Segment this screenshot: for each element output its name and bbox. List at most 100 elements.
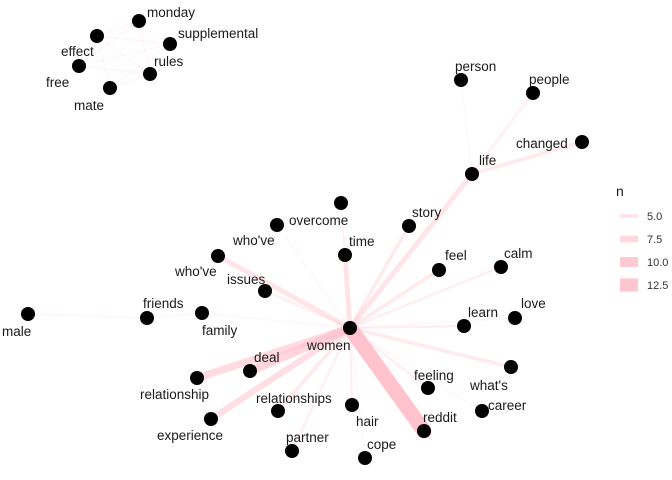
edge-women-relationships [276,326,352,413]
node-label-hair: hair [356,414,379,429]
node-label-people: people [529,72,570,87]
edge-effect-supplemental [96,35,171,45]
node-partner [285,444,299,458]
node-supplemental [163,37,177,51]
legend-label-3: 12.5 [647,280,668,292]
node-label-mate: mate [74,98,104,113]
edge-women-career [349,327,483,412]
legend-title: n [616,183,624,199]
legend-label-1: 7.5 [647,234,662,246]
node-label-time: time [349,234,375,249]
node-deal [243,364,257,378]
node-label-person: person [455,59,496,74]
edge-women-feel [348,268,441,330]
node-whove1 [270,218,284,232]
node-layer [21,14,589,465]
edge-women-overcome [340,202,351,329]
node-label-male: male [2,324,31,339]
edge-women-whats [348,326,513,369]
edge-mate-supplemental [109,43,171,89]
node-label-overcome: overcome [289,213,348,228]
edge-overcome-time [340,202,346,256]
node-label-issues: issues [227,272,266,287]
edge-mate-rules [109,73,151,89]
node-time [338,248,352,262]
legend: n 5.0 7.5 10.0 12.5 [616,183,668,292]
node-label-relationships: relationships [256,391,332,406]
edge-effect-monday [96,20,140,37]
node-label-whove2: who've [174,264,217,279]
edge-women-love [349,317,516,329]
node-issues [258,284,272,298]
edge-free-supplemental [78,43,171,67]
edge-women-life [347,171,475,331]
legend-label-0: 5.0 [647,211,662,223]
edge-women-story [348,224,411,330]
node-label-rules: rules [154,54,184,69]
node-monday [132,14,146,28]
node-rules [143,67,157,81]
node-changed [575,135,589,149]
node-feel [432,263,446,277]
edge-life-changed [470,140,584,176]
edge-monday-rules [138,20,151,75]
node-relationship [190,371,204,385]
node-label-free: free [46,75,69,90]
edge-women-issues [263,289,352,330]
node-label-career: career [488,398,527,413]
node-love [508,311,522,325]
node-label-changed: changed [516,136,568,151]
node-hair [345,398,359,412]
node-feeling [421,381,435,395]
node-learn [457,319,471,333]
node-free [72,59,86,73]
node-life [465,167,479,181]
edge-free-rules [78,65,151,75]
edge-women-family [201,312,351,329]
edge-women-relationship [193,324,354,382]
node-label-love: love [521,296,546,311]
node-family [195,306,209,320]
node-story [402,219,416,233]
edge-women-reddit [342,320,432,439]
node-label-deal: deal [254,350,280,365]
node-label-family: family [202,323,238,338]
node-relationships [271,404,285,418]
edge-women-hair [348,326,354,407]
node-label-supplemental: supplemental [178,26,258,41]
edge-women-experience [207,324,354,423]
node-women [343,321,357,335]
node-label-relationship: relationship [140,387,209,402]
node-label-feeling: feeling [414,368,454,383]
edge-life-people [470,91,535,176]
edge-life-person [460,79,473,175]
node-cope [358,451,372,465]
node-label-whove1: who've [232,233,275,248]
node-whats [504,360,518,374]
node-label-feel: feel [445,248,467,263]
node-person [454,73,468,87]
node-label-women: women [306,338,351,353]
node-friends [140,311,154,325]
node-label-whats: what's [469,378,508,393]
node-label-reddit: reddit [423,410,457,425]
label-layer: monday supplemental effect rules free mate per… [2,5,570,452]
edge-layer [27,20,584,459]
node-label-learn: learn [468,305,498,320]
edge-women-time [342,252,353,331]
edge-friends-male [27,313,148,319]
node-label-life: life [479,153,496,168]
edge-women-partner [290,326,352,453]
edge-women-whove1 [276,224,351,329]
edge-effect-rules [96,35,151,75]
node-label-monday: monday [147,5,195,20]
legend-label-2: 10.0 [647,257,668,269]
edge-women-cope [349,327,366,459]
node-male [21,307,35,321]
edge-effect-mate [96,35,111,89]
node-label-partner: partner [286,430,329,445]
node-label-story: story [412,205,442,220]
node-people [526,86,540,100]
